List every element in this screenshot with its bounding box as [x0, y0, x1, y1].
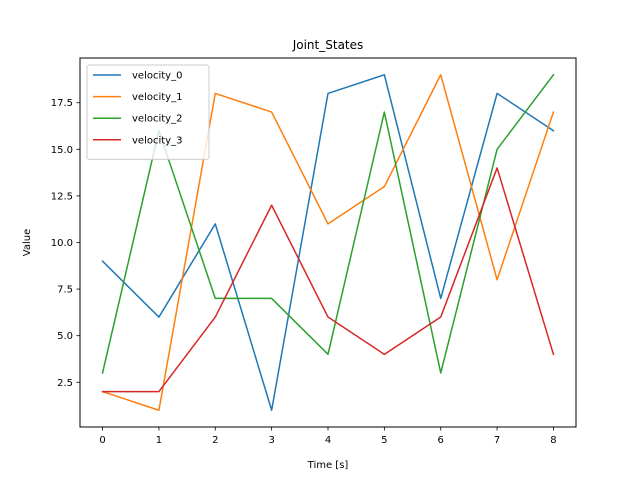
chart-title: Joint_States [292, 38, 364, 52]
series-line-velocity_2 [101, 73, 555, 374]
x-axis-ticks: 0 1 2 3 4 5 6 7 8 [99, 427, 557, 446]
x-tick-label: 1 [156, 435, 162, 446]
series-line-velocity_3 [101, 167, 555, 393]
plot-lines [101, 73, 555, 411]
x-tick-label: 7 [494, 435, 500, 446]
y-tick-label: 7.5 [57, 285, 73, 296]
legend: velocity_0 velocity_1 velocity_2 velocity_3 [86, 64, 210, 160]
x-tick-label: 2 [212, 435, 218, 446]
x-tick-label: 6 [438, 435, 444, 446]
series-line-velocity_1 [101, 74, 555, 411]
legend-label-velocity_3: velocity_3 [132, 135, 182, 146]
y-tick-label: 17.5 [51, 98, 73, 109]
legend-label-velocity_2: velocity_2 [132, 114, 182, 125]
legend-box [86, 64, 210, 160]
y-tick-label: 10.0 [51, 238, 73, 249]
y-tick-label: 2.5 [57, 378, 73, 389]
y-axis-label: Value [22, 229, 33, 256]
x-axis-label: Time [s] [307, 460, 349, 471]
x-tick-label: 5 [381, 435, 387, 446]
y-tick-label: 12.5 [51, 191, 73, 202]
legend-label-velocity_0: velocity_0 [132, 71, 182, 82]
x-tick-label: 4 [325, 435, 331, 446]
x-tick-label: 8 [550, 435, 556, 446]
y-tick-label: 15.0 [51, 145, 73, 156]
y-axis-ticks: 2.5 5.0 7.5 10.0 12.5 15.0 17.5 [51, 98, 80, 389]
x-tick-label: 0 [99, 435, 105, 446]
y-tick-label: 5.0 [57, 331, 73, 342]
series-line-velocity_0 [101, 74, 555, 411]
x-tick-label: 3 [268, 435, 274, 446]
legend-label-velocity_1: velocity_1 [132, 92, 182, 103]
